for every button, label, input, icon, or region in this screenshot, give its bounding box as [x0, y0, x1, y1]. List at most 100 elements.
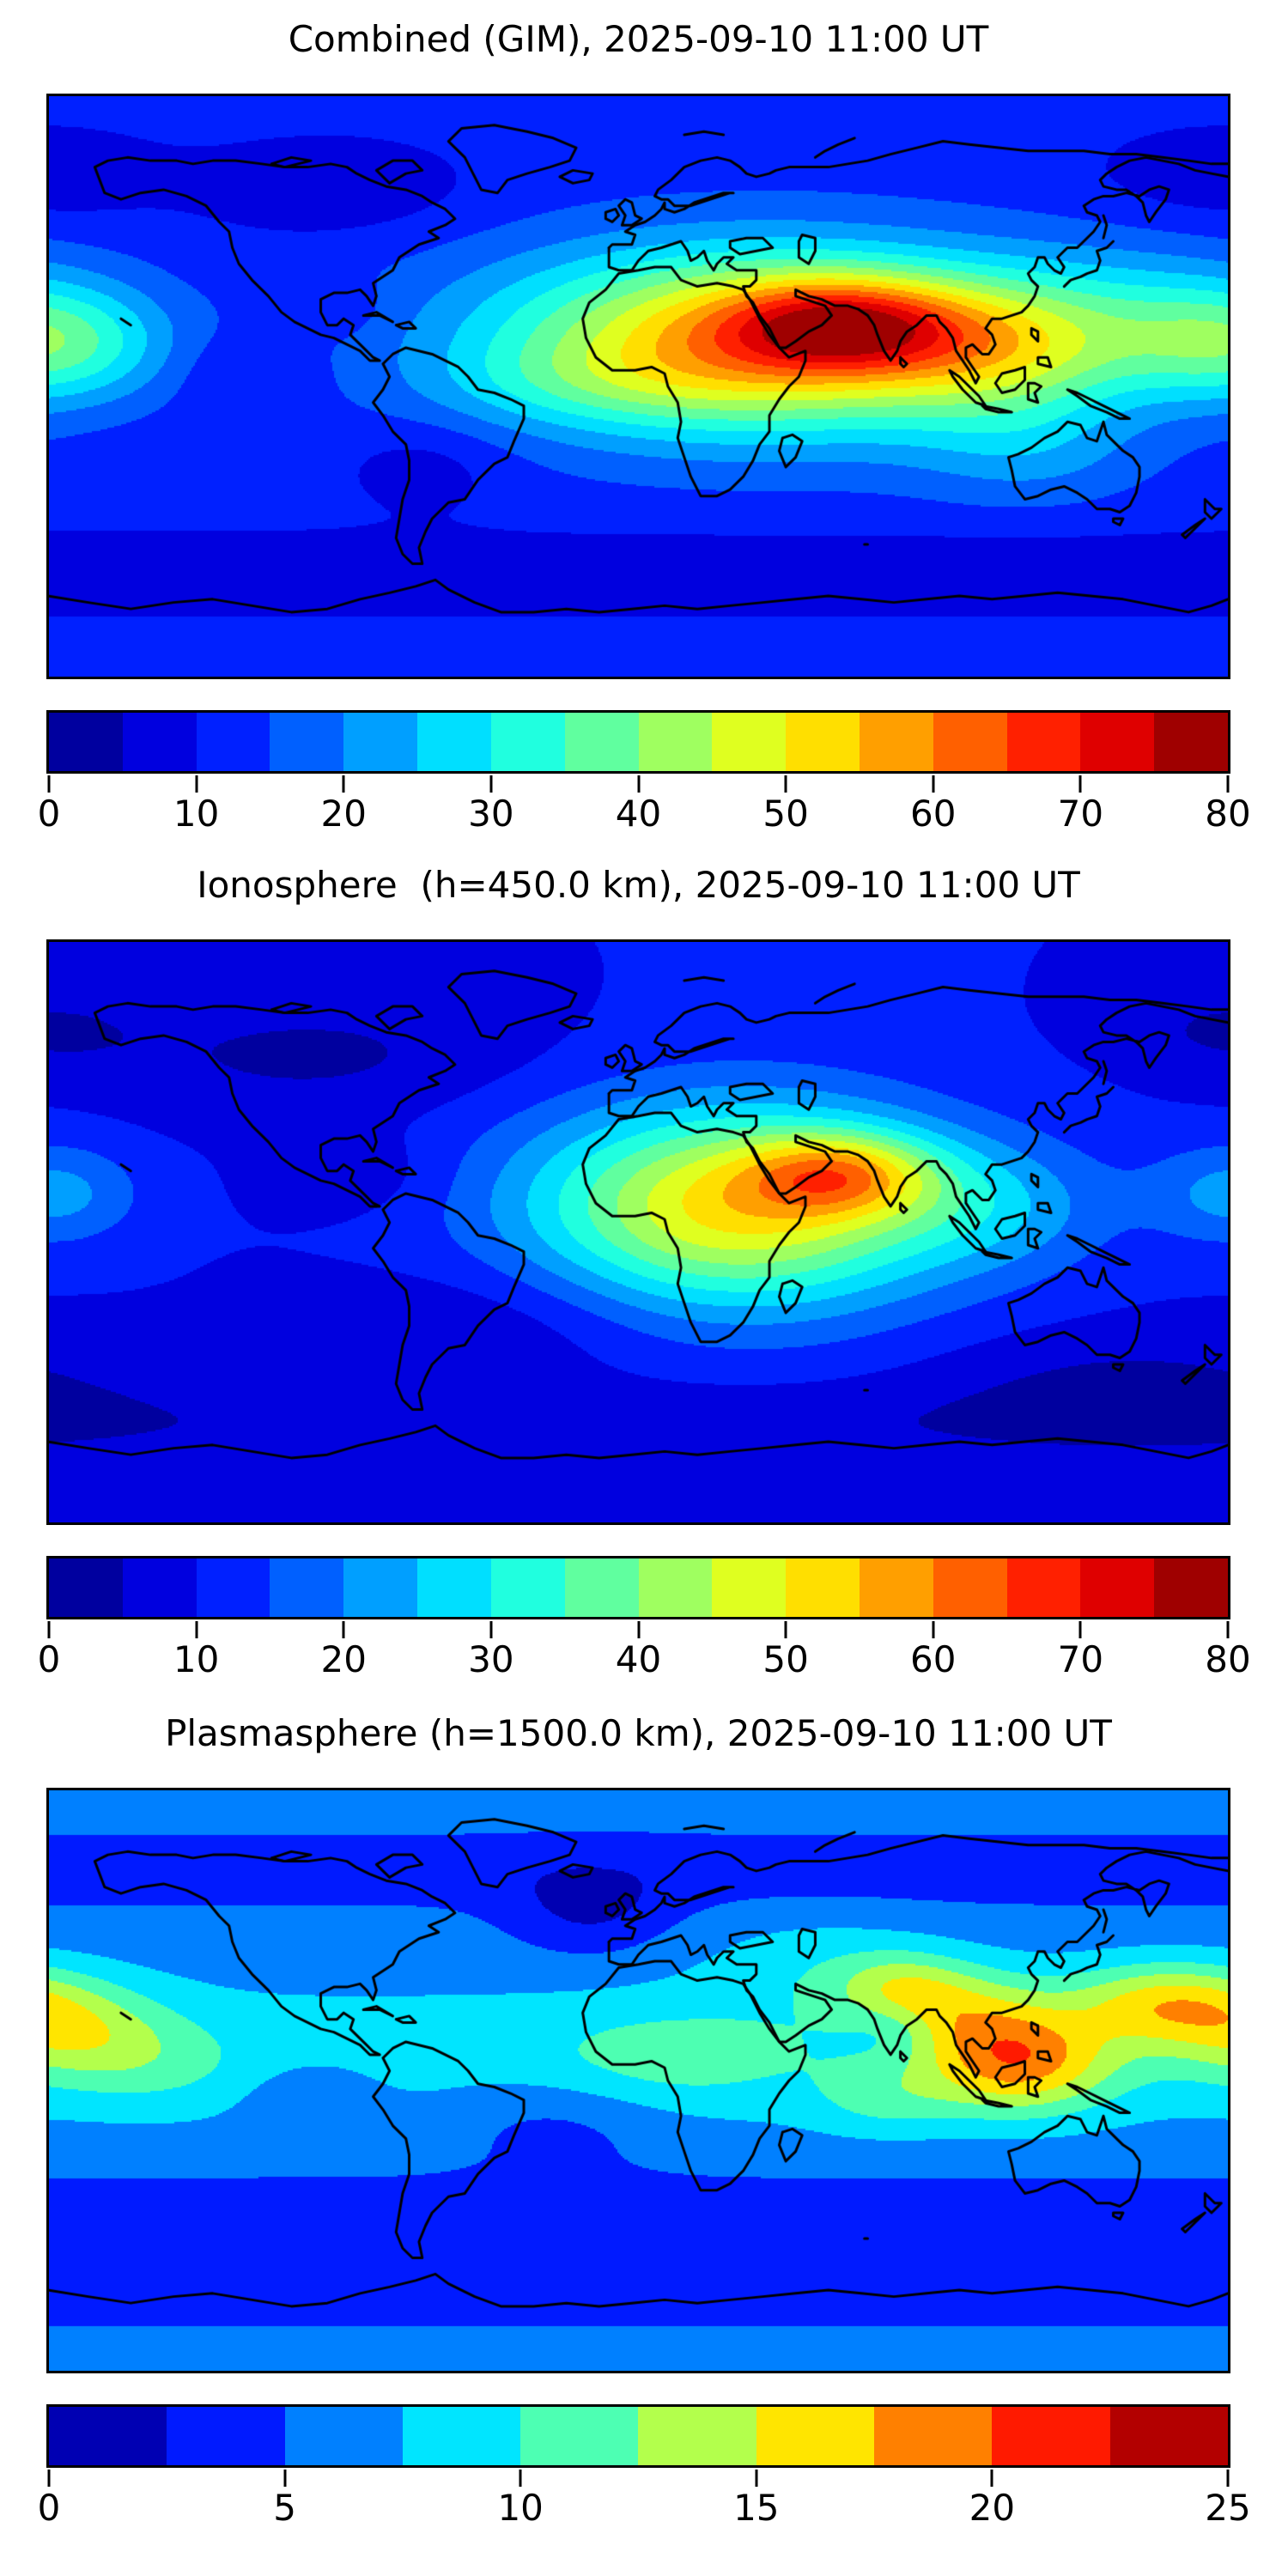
colorbar-combined — [46, 710, 1230, 774]
colorbar-tick-label: 80 — [1205, 793, 1251, 835]
colorbar-tick-label: 10 — [173, 793, 220, 835]
colorbar-tick-mark — [47, 775, 51, 793]
colorbar-tick-mark — [1226, 1621, 1230, 1638]
colorbar-tick-label: 0 — [37, 793, 61, 835]
colorbar-tick-mark — [489, 1621, 493, 1638]
colorbar-segment — [712, 713, 787, 771]
colorbar-segment — [1080, 1558, 1155, 1617]
colorbar-segment — [874, 2407, 993, 2465]
colorbar-segment — [638, 1558, 713, 1617]
colorbar-tick-mark — [637, 1621, 640, 1638]
colorbar-segment — [1006, 713, 1081, 771]
colorbar-tick-label: 50 — [762, 793, 809, 835]
colorbar-ticks-ionosphere: 0 10 20 30 40 50 60 70 80 — [38, 1621, 1251, 1690]
colorbar-tick-label: 10 — [173, 1638, 220, 1680]
colorbar-tick-label: 80 — [1205, 1638, 1251, 1680]
colorbar-segment — [756, 2407, 875, 2465]
colorbar-segment — [122, 713, 197, 771]
colorbar-segment — [167, 2407, 285, 2465]
colorbar-segment — [859, 713, 933, 771]
colorbar-tick-mark — [519, 2470, 522, 2487]
colorbar-segment — [992, 2407, 1110, 2465]
colorbar-segment — [520, 2407, 639, 2465]
colorbar-ionosphere — [46, 1556, 1230, 1619]
colorbar-tick-mark — [784, 1621, 787, 1638]
colorbar-segment — [402, 2407, 521, 2465]
colorbar-segment — [417, 713, 491, 771]
colorbar-tick-mark — [755, 2470, 758, 2487]
world-map-combined — [49, 96, 1228, 677]
colorbar-segment — [270, 713, 344, 771]
colorbar-tick-label: 0 — [37, 2487, 61, 2529]
colorbar-segment — [564, 713, 639, 771]
colorbar-segment — [343, 1558, 418, 1617]
colorbar-tick-mark — [1078, 1621, 1082, 1638]
colorbar-tick-mark — [784, 775, 787, 793]
colorbar-tick-label: 70 — [1057, 1638, 1104, 1680]
colorbar-tick-label: 50 — [762, 1638, 809, 1680]
colorbar-segments — [49, 2407, 1228, 2465]
colorbar-tick-mark — [932, 775, 935, 793]
colorbar-ticks-plasmasphere: 0 5 10 15 20 25 — [38, 2470, 1251, 2538]
colorbar-tick-label: 30 — [468, 793, 514, 835]
colorbar-tick-mark — [342, 1621, 345, 1638]
map-title-combined: Combined (GIM), 2025-09-10 11:00 UT — [288, 18, 989, 60]
colorbar-tick-label: 0 — [37, 1638, 61, 1680]
colorbar-segment — [343, 713, 418, 771]
colorbar-tick-mark — [489, 775, 493, 793]
colorbar-tick-mark — [195, 1621, 198, 1638]
colorbar-tick-mark — [1226, 2470, 1230, 2487]
colorbar-tick-mark — [195, 775, 198, 793]
colorbar-tick-label: 10 — [497, 2487, 544, 2529]
colorbar-segment — [417, 1558, 491, 1617]
colorbar-segment — [49, 2407, 167, 2465]
colorbar-segment — [786, 713, 860, 771]
map-title-ionosphere: Ionosphere (h=450.0 km), 2025-09-10 11:0… — [197, 864, 1080, 906]
colorbar-tick-mark — [342, 775, 345, 793]
colorbar-segment — [712, 1558, 787, 1617]
colorbar-segment — [284, 2407, 403, 2465]
colorbar-segment — [638, 713, 713, 771]
colorbar-tick-mark — [990, 2470, 993, 2487]
colorbar-segment — [49, 713, 123, 771]
colorbar-tick-label: 20 — [320, 1638, 367, 1680]
colorbar-segment — [490, 1558, 565, 1617]
colorbar-tick-mark — [47, 2470, 51, 2487]
colorbar-segment — [933, 1558, 1007, 1617]
colorbar-tick-mark — [932, 1621, 935, 1638]
world-map-plasmasphere — [49, 1790, 1228, 2371]
colorbar-ticks-combined: 0 10 20 30 40 50 60 70 80 — [38, 775, 1251, 844]
colorbar-tick-label: 40 — [615, 1638, 662, 1680]
colorbar-segment — [786, 1558, 860, 1617]
colorbar-segment — [270, 1558, 344, 1617]
colorbar-segment — [638, 2407, 756, 2465]
colorbar-segment — [859, 1558, 933, 1617]
map-frame-ionosphere — [46, 939, 1230, 1525]
colorbar-segment — [122, 1558, 197, 1617]
colorbar-tick-label: 60 — [910, 793, 957, 835]
colorbar-segment — [196, 1558, 270, 1617]
map-frame-combined — [46, 94, 1230, 679]
colorbar-segments — [49, 1558, 1228, 1617]
colorbar-tick-label: 25 — [1205, 2487, 1251, 2529]
colorbar-segment — [1154, 1558, 1228, 1617]
colorbar-tick-label: 20 — [320, 793, 367, 835]
colorbar-segment — [196, 713, 270, 771]
colorbar-tick-mark — [47, 1621, 51, 1638]
colorbar-tick-mark — [1078, 775, 1082, 793]
colorbar-segment — [49, 1558, 123, 1617]
colorbar-tick-label: 70 — [1057, 793, 1104, 835]
colorbar-segment — [1006, 1558, 1081, 1617]
map-frame-plasmasphere — [46, 1788, 1230, 2373]
colorbar-tick-label: 20 — [969, 2487, 1016, 2529]
colorbar-tick-mark — [637, 775, 640, 793]
colorbar-plasmasphere — [46, 2404, 1230, 2468]
map-title-plasmasphere: Plasmasphere (h=1500.0 km), 2025-09-10 1… — [165, 1712, 1112, 1754]
colorbar-segment — [1154, 713, 1228, 771]
colorbar-tick-mark — [283, 2470, 287, 2487]
world-map-ionosphere — [49, 942, 1228, 1522]
colorbar-tick-mark — [1226, 775, 1230, 793]
colorbar-tick-label: 30 — [468, 1638, 514, 1680]
colorbar-segment — [933, 713, 1007, 771]
